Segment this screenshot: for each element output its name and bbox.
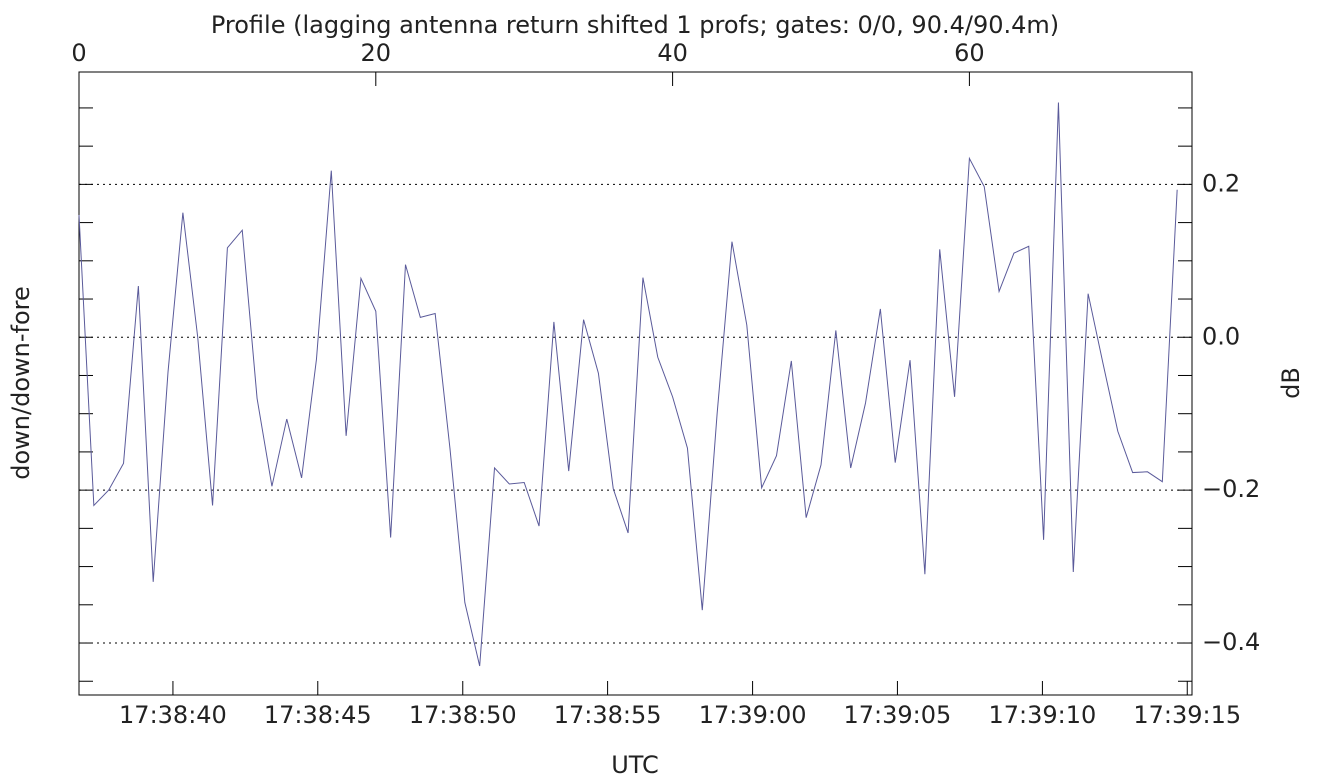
x-tick-label: 17:39:05 [844,701,952,729]
x-tick-label: 17:39:15 [1133,701,1241,729]
y-tick-label: 0.2 [1202,169,1240,197]
x-axis-label: UTC [611,751,659,779]
x-tick-label: 17:39:00 [699,701,807,729]
chart-title: Profile (lagging antenna return shifted … [211,11,1059,39]
x-tick-label: 17:38:45 [264,701,372,729]
x-tick-label: 17:39:10 [989,701,1097,729]
left-axis-label: down/down-fore [7,286,35,480]
y-tick-label: −0.2 [1202,475,1260,503]
data-line [78,102,1178,667]
top-x-tick-label: 40 [657,39,688,67]
y-axis-label: dB [1277,367,1305,399]
x-tick-label: 17:38:50 [409,701,517,729]
x-tick-label: 17:38:55 [554,701,662,729]
plot-frame [78,71,1193,696]
top-x-tick-label: 20 [361,39,392,67]
top-x-tick-label: 0 [71,39,86,67]
y-tick-label: −0.4 [1202,628,1260,656]
y-tick-label: 0.0 [1202,322,1240,350]
x-tick-label: 17:38:40 [119,701,227,729]
top-x-tick-label: 60 [954,39,985,67]
